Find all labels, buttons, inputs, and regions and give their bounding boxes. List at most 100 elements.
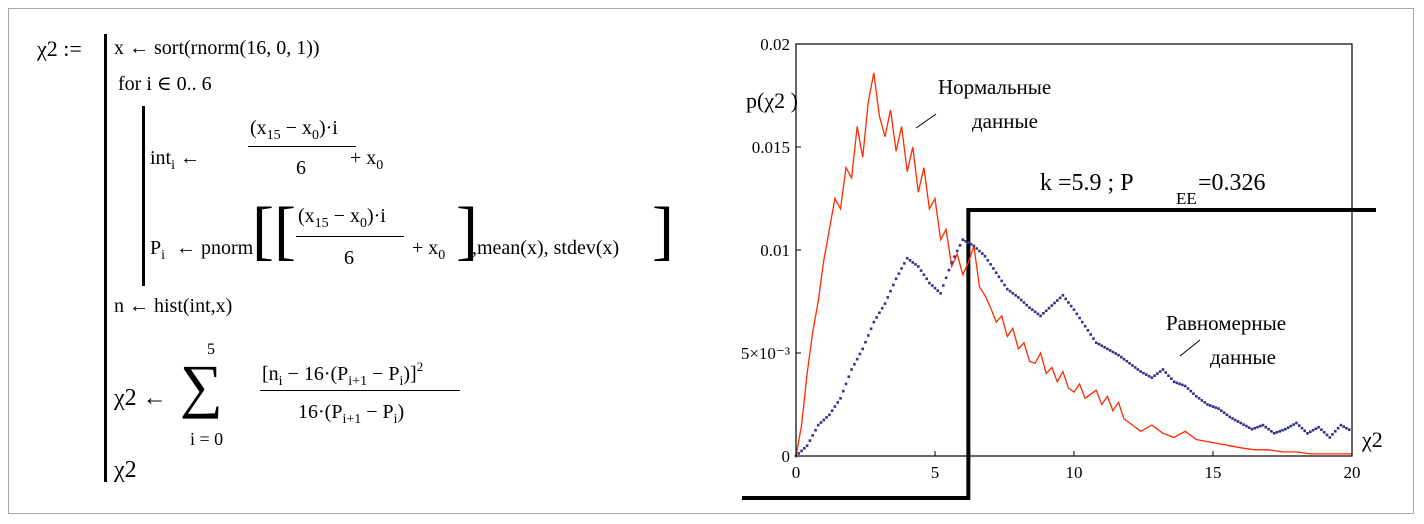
uniform-data-point (1259, 425, 1262, 428)
uniform-data-point (1184, 385, 1187, 388)
uniform-data-point (825, 416, 828, 419)
uniform-data-point (817, 424, 820, 427)
uniform-data-point (923, 273, 926, 276)
uniform-data-point (1106, 348, 1109, 351)
uniform-data-point (1028, 306, 1031, 309)
uniform-data-point (1203, 401, 1206, 404)
uniform-data-point (1190, 390, 1193, 393)
uniform-data-point (1278, 430, 1281, 433)
uniform-data-point (1253, 427, 1256, 430)
uniform-data-point (1167, 374, 1170, 377)
x-tick-label: 5 (931, 463, 940, 482)
uniform-data-point (1142, 372, 1145, 375)
uniform-data-point (1023, 301, 1026, 304)
uniform-data-point (1331, 433, 1334, 436)
uniform-data-point (1209, 404, 1212, 407)
uniform-data-point (1323, 431, 1326, 434)
uniform-data-point (945, 277, 948, 280)
uniform-data-point (1312, 429, 1315, 432)
uniform-data-point (1345, 427, 1348, 430)
chart-labels: p(χ2 )χ2НормальныеданныеРавномерныеданны… (746, 75, 1383, 452)
uniform-data-point (1215, 406, 1218, 409)
uniform-data-point (1320, 428, 1323, 431)
uniform-data-point (914, 263, 917, 266)
uniform-data-point (1120, 356, 1123, 359)
plot-box (796, 44, 1352, 456)
x-tick-label: 15 (1205, 463, 1222, 482)
uniform-data-point (861, 348, 864, 351)
uniform-data-point (1348, 428, 1351, 431)
uniform-data-point (820, 421, 823, 424)
statistic-k-label: k =5.9 ; P (1040, 170, 1134, 196)
uniform-data-point (1306, 432, 1309, 435)
uniform-data-point (1048, 307, 1051, 310)
uniform-data-point (839, 397, 842, 400)
uniform-data-point (987, 259, 990, 262)
statistic-p-subscript: EE (1176, 189, 1197, 208)
uniform-data-point (828, 414, 831, 417)
uniform-data-point (1025, 304, 1028, 307)
annotation-normal-pointer (916, 114, 936, 128)
uniform-data-point (848, 375, 851, 378)
uniform-data-point (1195, 395, 1198, 398)
uniform-data-point (842, 390, 845, 393)
uniform-data-point (1067, 301, 1070, 304)
uniform-data-point (1103, 346, 1106, 349)
threshold-step-line (742, 210, 1376, 498)
uniform-data-point (950, 261, 953, 264)
uniform-data-point (1173, 381, 1176, 384)
uniform-data-point (1148, 375, 1151, 378)
uniform-data-point (1128, 362, 1131, 365)
uniform-data-point (984, 255, 987, 258)
uniform-data-point (925, 278, 928, 281)
uniform-data-point (1326, 434, 1329, 437)
uniform-data-point (1245, 425, 1248, 428)
annotation-uniform-pointer (1180, 340, 1200, 356)
uniform-data-point (1006, 288, 1009, 291)
uniform-data-point (1337, 427, 1340, 430)
uniform-data-point (1329, 436, 1332, 439)
uniform-data-point (1017, 296, 1020, 299)
uniform-data-point (1084, 325, 1087, 328)
uniform-data-point (870, 328, 873, 331)
uniform-data-point (912, 261, 915, 264)
uniform-data-point (875, 316, 878, 319)
uniform-data-point (895, 278, 898, 281)
x-tick-label: 0 (792, 463, 801, 482)
uniform-data-point (1176, 382, 1179, 385)
uniform-data-point (1295, 422, 1298, 425)
uniform-data-point (989, 263, 992, 266)
x-tick-label: 10 (1066, 463, 1083, 482)
uniform-data-point (1153, 374, 1156, 377)
annotation-normal-line1: Нормальные (938, 75, 1051, 99)
uniform-data-point (1223, 411, 1226, 414)
normal-data-line (796, 73, 1352, 456)
uniform-data-point (1059, 297, 1062, 300)
statistic-p-value: =0.326 (1198, 170, 1266, 196)
uniform-data-point (995, 271, 998, 274)
uniform-data-point (1234, 419, 1237, 422)
uniform-data-point (1123, 358, 1126, 361)
uniform-data-point (1056, 299, 1059, 302)
uniform-data-point (1284, 428, 1287, 431)
uniform-data-point (906, 257, 909, 260)
uniform-data-point (1101, 345, 1104, 348)
uniform-data-point (1281, 429, 1284, 432)
annotation-uniform-line1: Равномерные (1166, 311, 1286, 335)
uniform-data-point (864, 341, 867, 344)
uniform-data-point (811, 434, 814, 437)
x-axis-label: χ2 (1361, 427, 1383, 452)
uniform-data-point (1098, 343, 1101, 346)
uniform-data-point (959, 244, 962, 247)
uniform-data-point (814, 429, 817, 432)
uniform-data-point (1151, 376, 1154, 379)
uniform-data-point (1273, 432, 1276, 435)
uniform-data-point (1212, 405, 1215, 408)
uniform-data-point (1287, 426, 1290, 429)
uniform-data-point (1073, 308, 1076, 311)
uniform-data-point (917, 265, 920, 268)
uniform-data-point (1248, 426, 1251, 429)
uniform-data-point (1228, 416, 1231, 419)
uniform-data-point (806, 444, 809, 447)
uniform-data-point (967, 242, 970, 245)
